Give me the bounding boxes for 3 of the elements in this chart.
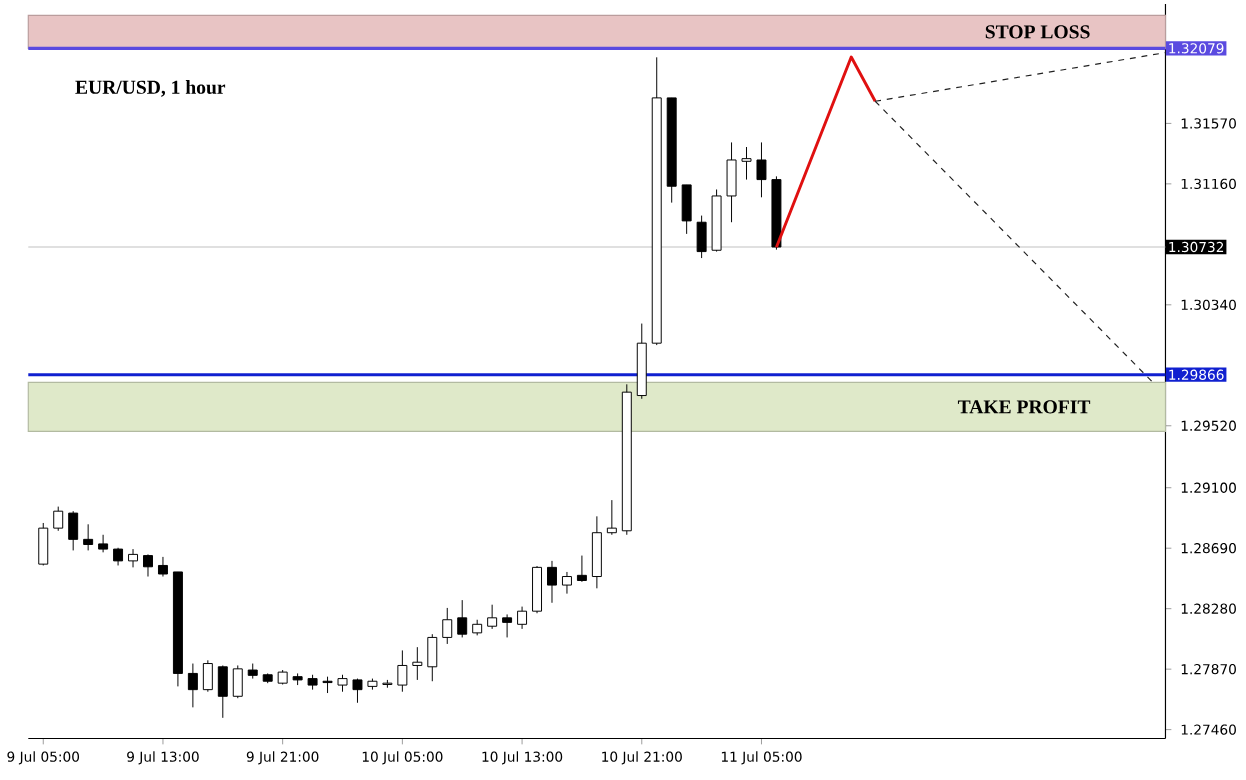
text: EUR/USD, 1 hour	[75, 80, 226, 97]
band-label: TAKE PROFIT	[957, 400, 1091, 414]
band-label: STOP LOSS	[985, 25, 1090, 39]
